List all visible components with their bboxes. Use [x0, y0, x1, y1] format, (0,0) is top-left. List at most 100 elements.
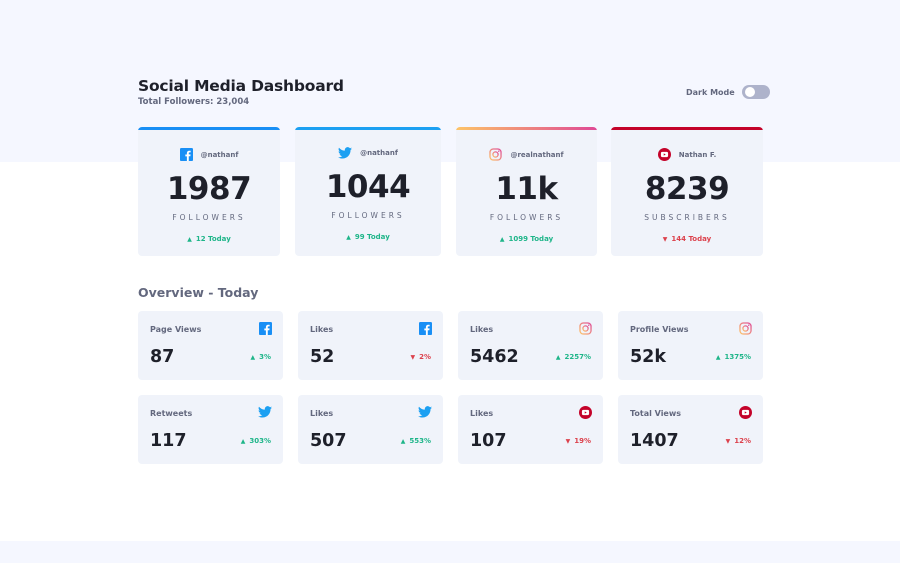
today-delta-text: 1099 Today: [508, 235, 554, 243]
dark-mode-label: Dark Mode: [686, 87, 735, 97]
card-handle: @nathanf: [360, 149, 398, 157]
page-title: Social Media Dashboard: [138, 77, 344, 95]
card-twitter[interactable]: @nathanf 1044 FOLLOWERS ▲ 99 Today: [295, 127, 441, 256]
up-arrow-icon: ▲: [555, 353, 561, 361]
follower-unit: FOLLOWERS: [172, 213, 246, 222]
dark-mode-control: Dark Mode: [686, 85, 770, 99]
dark-mode-toggle[interactable]: [741, 85, 770, 99]
tile-change: ▼ 2%: [410, 353, 431, 361]
down-arrow-icon: ▼: [662, 235, 668, 243]
card-handle-row: Nathan F.: [611, 148, 763, 161]
dashboard-header: Social Media Dashboard Total Followers: …: [138, 77, 344, 107]
youtube-icon: [579, 406, 592, 419]
overview-tile[interactable]: Page Views 87 ▲ 3%: [138, 311, 283, 380]
twitter-icon: [258, 406, 272, 418]
facebook-icon: [419, 322, 432, 335]
card-accent-bar: [611, 127, 763, 130]
today-delta-text: 99 Today: [354, 233, 390, 241]
tile-change-text: 1375%: [724, 353, 752, 361]
tile-change: ▼ 12%: [726, 437, 751, 445]
card-handle-row: @nathanf: [138, 148, 280, 161]
tile-value: 52k: [630, 347, 666, 367]
card-handle: @realnathanf: [510, 150, 564, 159]
up-arrow-icon: ▲: [250, 353, 256, 361]
tile-change-text: 303%: [249, 437, 271, 445]
tile-label: Total Views: [630, 409, 682, 418]
up-arrow-icon: ▲: [715, 353, 721, 361]
up-arrow-icon: ▲: [400, 437, 406, 445]
tile-label: Likes: [310, 409, 334, 418]
today-delta: ▼ 144 Today: [611, 235, 763, 243]
tile-change-text: 2257%: [564, 353, 592, 361]
tile-change-text: 12%: [734, 437, 751, 445]
today-delta-text: 12 Today: [195, 235, 231, 243]
tile-change-text: 3%: [259, 353, 271, 361]
follower-count: 11k: [495, 171, 558, 207]
tile-label: Likes: [470, 409, 494, 418]
overview-tile[interactable]: Retweets 117 ▲ 303%: [138, 395, 283, 464]
tile-change: ▲ 553%: [401, 437, 431, 445]
card-handle: @nathanf: [200, 150, 239, 159]
up-arrow-icon: ▲: [346, 233, 351, 241]
overview-tile[interactable]: Likes 507 ▲ 553%: [298, 395, 443, 464]
tile-change: ▲ 1375%: [716, 353, 751, 361]
card-facebook[interactable]: @nathanf 1987 FOLLOWERS ▲ 12 Today: [138, 127, 280, 256]
today-delta: ▲ 1099 Today: [456, 235, 597, 243]
instagram-icon: [579, 322, 592, 335]
down-arrow-icon: ▼: [725, 437, 731, 445]
tile-label: Likes: [310, 325, 334, 334]
today-delta: ▲ 99 Today: [295, 233, 441, 241]
down-arrow-icon: ▼: [410, 353, 416, 361]
facebook-icon: [179, 148, 193, 161]
tile-change-text: 553%: [409, 437, 431, 445]
overview-tile[interactable]: Likes 5462 ▲ 2257%: [458, 311, 603, 380]
up-arrow-icon: ▲: [187, 235, 192, 243]
youtube-icon: [657, 148, 671, 161]
tile-value: 1407: [630, 431, 679, 451]
tile-change: ▼ 19%: [566, 437, 591, 445]
toggle-knob: [744, 87, 755, 97]
tile-label: Retweets: [150, 409, 193, 418]
follower-count: 1987: [166, 171, 252, 207]
tile-value: 52: [310, 347, 335, 367]
overview-tile[interactable]: Likes 52 ▼ 2%: [298, 311, 443, 380]
footer-band: [0, 541, 900, 563]
today-delta-text: 144 Today: [671, 235, 712, 243]
follower-unit: FOLLOWERS: [331, 211, 405, 220]
tile-value: 507: [310, 431, 347, 451]
tile-label: Likes: [470, 325, 494, 334]
follower-unit: FOLLOWERS: [489, 213, 564, 222]
tile-value: 107: [470, 431, 507, 451]
overview-title: Overview - Today: [138, 285, 259, 300]
card-youtube[interactable]: Nathan F. 8239 SUBSCRIBERS ▼ 144 Today: [611, 127, 763, 256]
up-arrow-icon: ▲: [499, 235, 505, 243]
up-arrow-icon: ▲: [240, 437, 246, 445]
tile-label: Profile Views: [630, 325, 689, 334]
card-handle-row: @realnathanf: [456, 148, 597, 161]
card-accent-bar: [138, 127, 280, 130]
card-handle-row: @nathanf: [295, 147, 441, 159]
down-arrow-icon: ▼: [565, 437, 571, 445]
header-background: [0, 0, 900, 162]
tile-change: ▲ 2257%: [556, 353, 591, 361]
instagram-icon: [489, 148, 503, 161]
tile-value: 87: [150, 347, 175, 367]
overview-tile[interactable]: Total Views 1407 ▼ 12%: [618, 395, 763, 464]
facebook-icon: [259, 322, 272, 335]
card-instagram[interactable]: @realnathanf 11k FOLLOWERS ▲ 1099 Today: [456, 127, 597, 256]
tile-value: 117: [150, 431, 187, 451]
card-accent-bar: [456, 127, 597, 130]
follower-unit: SUBSCRIBERS: [644, 213, 730, 222]
instagram-icon: [739, 322, 752, 335]
tile-change-text: 19%: [574, 437, 591, 445]
follower-count: 8239: [644, 171, 730, 207]
overview-tile[interactable]: Likes 107 ▼ 19%: [458, 395, 603, 464]
overview-tile[interactable]: Profile Views 52k ▲ 1375%: [618, 311, 763, 380]
tile-label: Page Views: [150, 325, 202, 334]
today-delta: ▲ 12 Today: [138, 235, 280, 243]
youtube-icon: [739, 406, 752, 419]
tile-change: ▲ 3%: [250, 353, 271, 361]
tile-value: 5462: [470, 347, 519, 367]
total-followers: Total Followers: 23,004: [138, 97, 250, 107]
card-handle: Nathan F.: [678, 150, 717, 159]
